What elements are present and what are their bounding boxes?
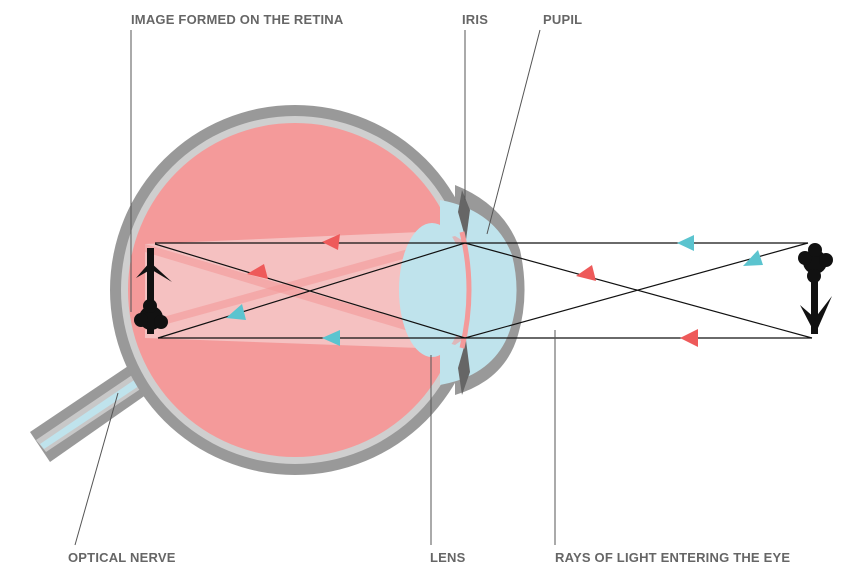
label: RAYS OF LIGHT ENTERING THE EYE	[555, 550, 790, 565]
label: PUPIL	[543, 12, 582, 27]
label: OPTICAL NERVE	[68, 550, 176, 565]
eye-diagram: IMAGE FORMED ON THE RETINA IRIS PUPIL OP…	[0, 0, 855, 568]
label: LENS	[430, 550, 466, 565]
label: IRIS	[462, 12, 488, 27]
label: IMAGE FORMED ON THE RETINA	[131, 12, 344, 27]
object-flower	[798, 243, 833, 334]
